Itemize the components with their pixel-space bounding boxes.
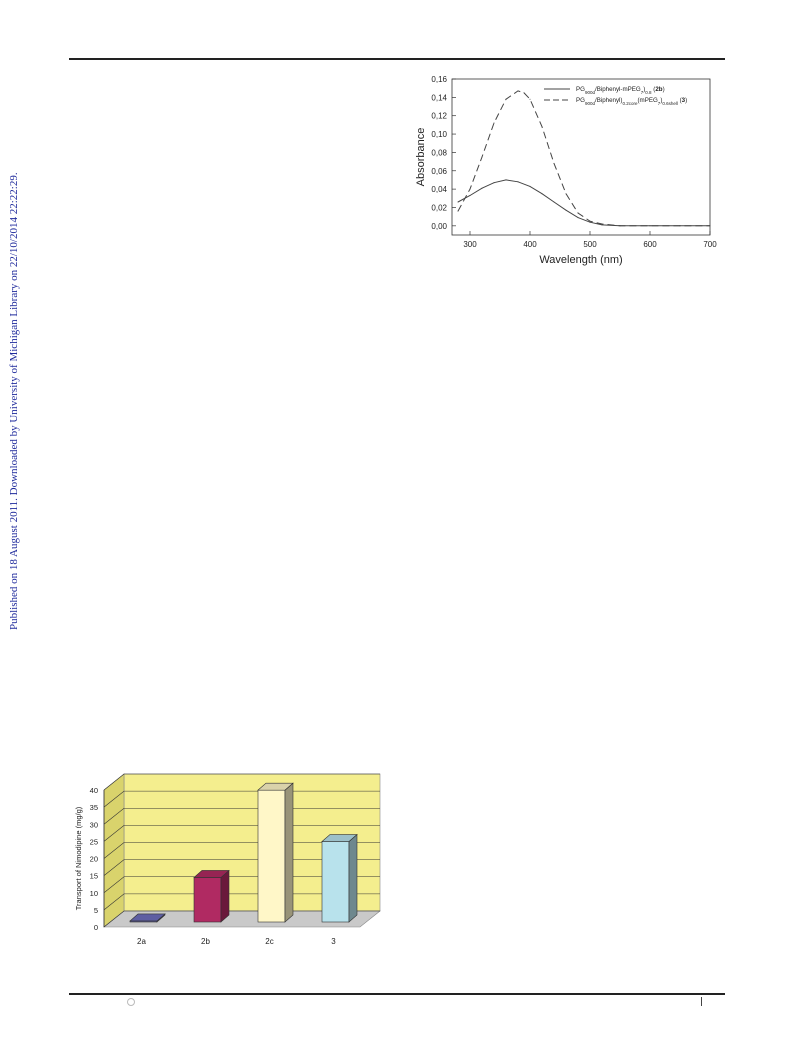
data-point <box>469 188 471 190</box>
data-point <box>517 90 519 92</box>
gridline <box>103 859 380 876</box>
gridline <box>103 910 380 928</box>
data-point <box>505 179 507 181</box>
y-tick-label: 0,14 <box>431 93 447 102</box>
data-point <box>529 185 531 187</box>
x-tick-label: 2a <box>137 937 146 946</box>
gridline <box>103 790 380 808</box>
y-tick-label: 0 <box>94 923 98 932</box>
y-tick-label: 0,04 <box>431 185 447 194</box>
data-point <box>457 201 459 203</box>
absorbance-chart: 0,00 0,02 0,04 0,06 0,08 0,10 0,12 0,14 0,16 300 4… <box>415 75 717 266</box>
bar-top-2a <box>129 913 166 922</box>
data-point <box>649 225 651 227</box>
data-point <box>493 122 495 124</box>
data-point <box>565 209 567 211</box>
data-point <box>517 181 519 183</box>
bar-front-2c <box>257 789 286 923</box>
bar-front-2b <box>193 877 222 923</box>
y-tick-label: 0,06 <box>431 167 447 176</box>
plot-frame <box>451 78 711 236</box>
x-tick-label: 3 <box>331 937 336 946</box>
bar-2b <box>193 869 230 923</box>
data-point <box>577 217 579 219</box>
gridline <box>103 842 380 859</box>
data-point <box>553 162 555 164</box>
data-point <box>481 156 483 158</box>
y-tick-label: 35 <box>90 803 98 812</box>
data-point <box>457 210 459 212</box>
y-tick-label: 20 <box>90 855 98 864</box>
x-tick-label: 600 <box>643 240 657 249</box>
data-point <box>505 98 507 100</box>
gridline <box>103 893 380 911</box>
data-point <box>493 182 495 184</box>
y-tick-label: 0,12 <box>431 112 447 121</box>
x-tick-label: 400 <box>523 240 537 249</box>
gridline <box>103 807 380 825</box>
data-point <box>619 225 621 227</box>
header-rule <box>69 58 725 60</box>
y-tick-label: 40 <box>90 786 98 795</box>
x-tick-label: 500 <box>583 240 597 249</box>
bar-2a <box>129 913 166 923</box>
bar-side-2b <box>220 869 230 923</box>
legend-label-2: PG900d/Biphenyl)0.2core(mPEG7)0.6shell (… <box>576 97 687 106</box>
bar-3 <box>321 833 358 923</box>
bar-side-2c <box>284 782 294 923</box>
x-tick-label: 2c <box>265 937 273 946</box>
data-point <box>523 92 525 94</box>
x-tick-label: 2b <box>201 937 210 946</box>
series-line-2 <box>457 90 710 227</box>
y-axis-label: Transport of Nimodipine (mg/g) <box>74 806 83 910</box>
x-axis-label: Wavelength (nm) <box>539 254 622 266</box>
series-line-1 <box>457 179 710 227</box>
y-axis-label: Absorbance <box>415 128 427 187</box>
data-point <box>589 221 591 223</box>
data-point <box>601 223 603 225</box>
x-tick-label: 700 <box>703 240 717 249</box>
gridline <box>103 773 380 791</box>
bar-top-2b <box>193 870 230 878</box>
data-point <box>679 225 681 227</box>
y-tick-label: 5 <box>94 906 98 915</box>
y-tick-label: 15 <box>90 872 98 881</box>
data-point <box>601 224 603 226</box>
footer-divider <box>701 997 702 1006</box>
gridline <box>103 876 380 893</box>
data-point <box>541 193 543 195</box>
y-tick-label: 30 <box>90 820 98 829</box>
bar-top-2c <box>257 782 294 791</box>
y-tick-label: 10 <box>90 889 98 898</box>
download-notice: Published on 18 August 2011. Downloaded … <box>8 172 20 630</box>
bar-front-3 <box>321 841 350 923</box>
data-point <box>481 187 483 189</box>
y-tick-label: 0,16 <box>431 75 447 84</box>
data-point <box>589 220 591 222</box>
footer-rule <box>69 993 725 995</box>
data-point <box>577 212 579 214</box>
x-tick-label: 300 <box>463 240 477 249</box>
y-tick-label: 25 <box>90 837 98 846</box>
data-point <box>565 193 567 195</box>
y-tick-label: 0,08 <box>431 148 447 157</box>
data-point <box>709 225 711 227</box>
y-tick-label: 0,00 <box>431 222 447 231</box>
data-point <box>553 201 555 203</box>
gridline <box>103 825 380 842</box>
data-point <box>529 98 531 100</box>
footer-circle-icon <box>127 998 135 1006</box>
bar-2c <box>257 782 294 923</box>
data-point <box>469 195 471 196</box>
legend-label-1: PG900d/Biphenyl-mPEG7)0.8 (2b) <box>576 86 665 95</box>
y-tick-label: 0,10 <box>431 130 447 139</box>
data-point <box>541 126 543 128</box>
nimodipine-transport-chart: 0 5 10 15 20 25 30 35 40 Transport of Nimodipine … <box>74 773 381 946</box>
bar-top-3 <box>321 834 358 842</box>
y-tick-label: 0,02 <box>431 203 447 212</box>
bar-side-3 <box>348 833 358 923</box>
